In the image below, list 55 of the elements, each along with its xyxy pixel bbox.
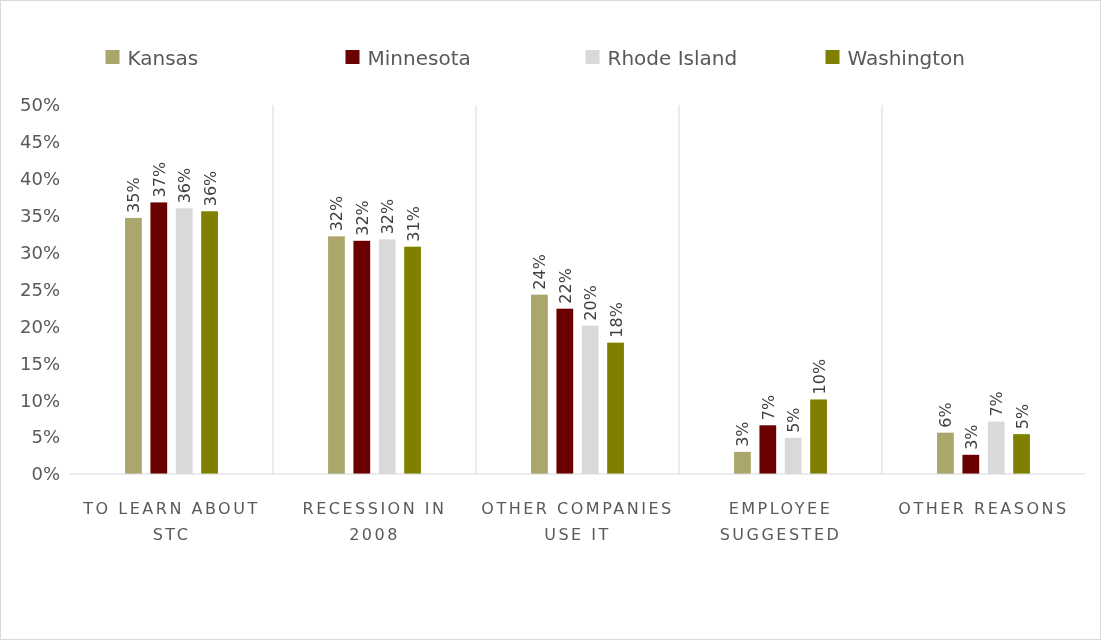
bar [810,399,827,474]
y-tick-label: 40% [19,168,60,190]
y-tick-label: 0% [31,463,60,485]
data-label: 5% [1012,403,1032,430]
data-label: 32% [327,195,347,232]
data-label: 3% [961,424,981,450]
data-label: 6% [936,402,956,428]
data-label: 35% [124,177,144,213]
legend-label: Rhode Island [607,46,738,70]
data-label: 36% [175,167,195,204]
data-label: 24% [530,254,550,290]
x-tick-label: OTHER REASONS [898,499,1069,518]
bar [353,240,371,474]
data-label: 7% [758,394,778,421]
data-label: 5% [784,407,804,433]
data-label: 22% [555,268,575,304]
data-label: 7% [987,391,1007,417]
data-label: 31% [403,206,423,242]
y-tick-label: 30% [19,241,60,263]
bar [150,202,168,474]
bar [404,246,421,474]
bar [531,294,548,474]
y-tick-label: 20% [19,315,60,337]
x-tick-label: RECESSION IN 2008 [302,499,447,544]
x-tick-label: TO LEARN ABOUT STC [82,499,260,544]
y-tick-label: 25% [19,278,60,300]
y-tick-label: 15% [19,352,60,374]
y-tick-label: 45% [19,131,60,153]
bar [201,211,218,474]
legend-label: Minnesota [367,46,471,70]
bar [125,217,142,474]
data-label: 37% [149,161,169,198]
bar [937,432,954,474]
y-tick-label: 50% [19,94,60,116]
bar [1013,434,1030,474]
bar [607,342,624,474]
bar [759,425,777,474]
data-label: 3% [733,421,753,447]
data-label: 32% [352,200,372,236]
x-tick-label: EMPLOYEE SUGGESTED [719,499,842,544]
data-label: 20% [581,285,601,321]
legend-label: Washington [847,46,966,70]
y-tick-label: 5% [31,426,60,448]
y-tick-label: 10% [19,389,60,411]
y-tick-label: 35% [19,205,60,226]
bar [734,451,751,474]
legend-label: Kansas [127,46,199,70]
data-label: 10% [809,358,829,395]
data-label: 36% [200,170,220,207]
bar [328,236,345,474]
bar [962,454,980,474]
data-label: 18% [606,302,626,338]
bar [556,308,574,474]
data-label: 32% [378,198,398,235]
x-tick-label: OTHER COMPANIES USE IT [481,499,674,544]
